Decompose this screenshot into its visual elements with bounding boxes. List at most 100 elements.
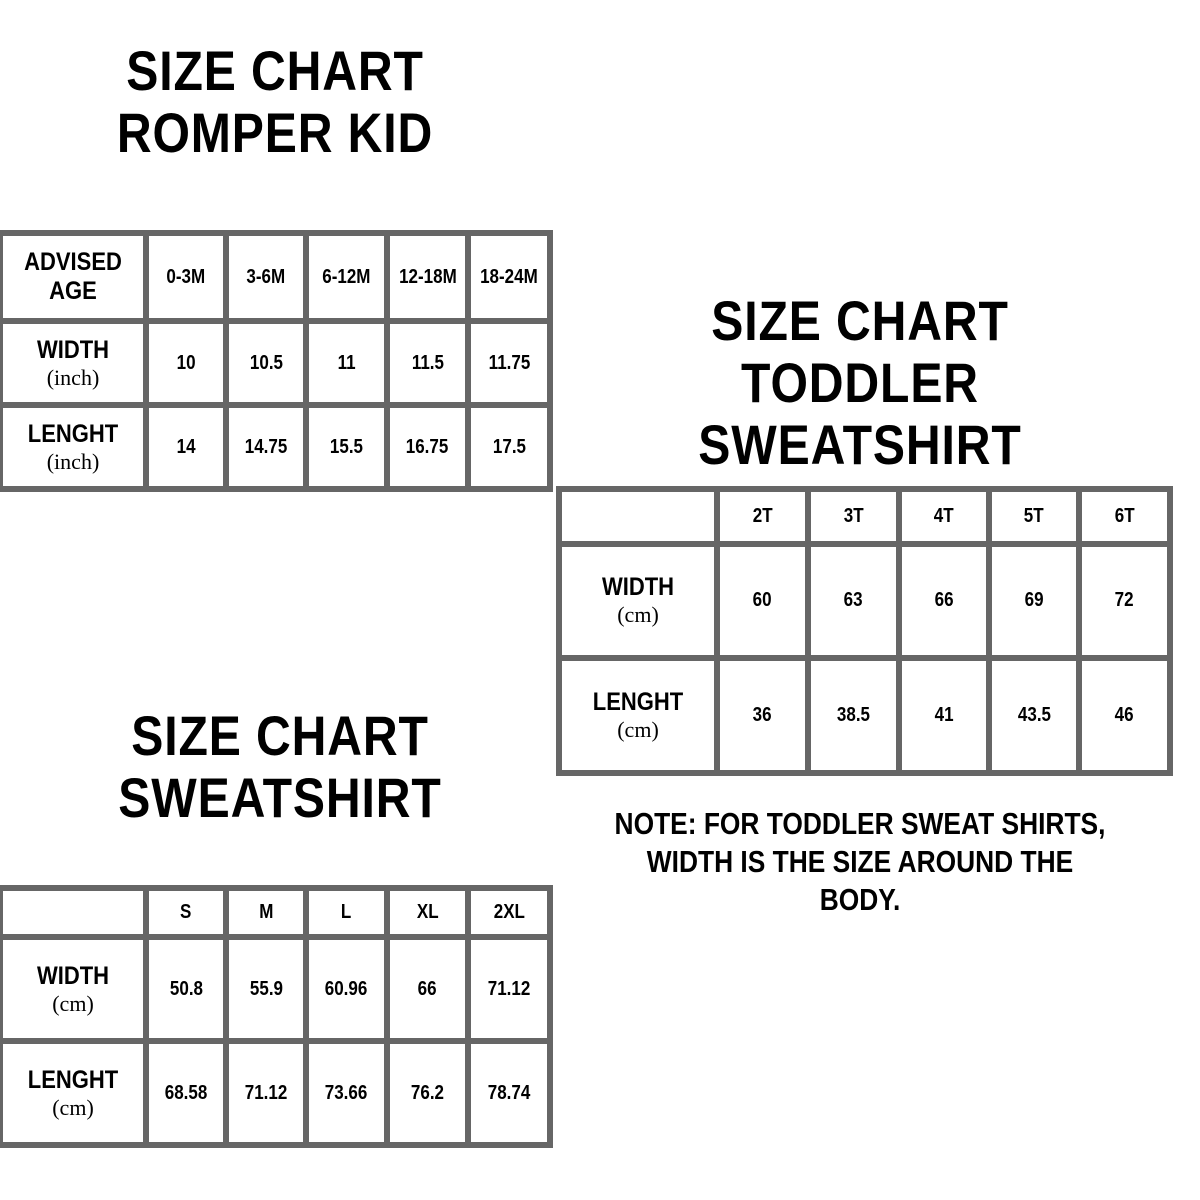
size-label: XL [416, 901, 439, 924]
toddler-title: SIZE CHART TODDLER SWEATSHIRT [560, 290, 1160, 476]
value: 50.8 [169, 977, 203, 1000]
value-cell: 78.74 [465, 1038, 553, 1148]
row-unit: (inch) [46, 364, 100, 390]
value: 36 [753, 704, 772, 727]
row-label-cell: WIDTH (inch) [0, 318, 149, 409]
value-cell: 60 [714, 540, 811, 662]
size-label: 12-18M [398, 265, 457, 288]
header-row: ADVISED AGE 0-3M 3-6M 6-12M 12-18M 18-24M [0, 229, 553, 325]
toddler-size-table: 2T 3T 4T 5T 6T WIDTH (cm) 60 63 66 69 72 LENGHT (cm) 3… [556, 486, 1173, 776]
header-label-cell [0, 884, 149, 941]
romper-title-line2: ROMPER KID [116, 101, 434, 164]
sweatshirt-size-table: S M L XL 2XL WIDTH (cm) 50.8 55.9 60.96 66 71.12 LEN… [0, 884, 553, 1148]
row-unit: (inch) [46, 448, 100, 474]
value: 11 [337, 351, 356, 374]
value-cell: 11.75 [465, 318, 553, 409]
row-label: WIDTH [36, 961, 110, 990]
value-cell: 38.5 [805, 655, 902, 776]
toddler-title-line1: SIZE CHART [711, 289, 1009, 352]
header-row: S M L XL 2XL [0, 884, 553, 941]
row-unit: (cm) [52, 990, 94, 1016]
value: 76.2 [410, 1081, 445, 1104]
romper-title-line1: SIZE CHART [126, 39, 424, 102]
value: 72 [1115, 589, 1134, 612]
value: 14 [176, 435, 196, 458]
row-label-cell: LENGHT (cm) [0, 1038, 149, 1148]
toddler-title-line2: TODDLER SWEATSHIRT [698, 351, 1022, 476]
value-cell: 63 [805, 540, 902, 662]
romper-title: SIZE CHART ROMPER KID [0, 40, 550, 164]
sweatshirt-title-line1: SIZE CHART [131, 704, 429, 767]
row-unit: (cm) [617, 717, 659, 743]
value: 60.96 [325, 977, 368, 1000]
size-label: 3T [843, 504, 864, 527]
header-label-cell [556, 486, 720, 547]
value: 11.75 [488, 351, 530, 374]
header-row: 2T 3T 4T 5T 6T [556, 486, 1173, 547]
size-header-cell: 0-3M [143, 229, 229, 325]
row-label: WIDTH [601, 573, 675, 602]
size-label: 3-6M [246, 265, 286, 288]
value: 73.66 [325, 1081, 368, 1104]
size-label: 2T [752, 504, 773, 527]
value: 60 [753, 589, 772, 612]
header-label-cell: ADVISED AGE [0, 229, 149, 325]
row-label-cell: LENGHT (cm) [556, 655, 720, 776]
value: 15.5 [329, 435, 364, 458]
size-header-cell: XL [384, 884, 471, 941]
size-header-cell: M [223, 884, 309, 941]
table-row: WIDTH (inch) 10 10.5 11 11.5 11.75 [0, 318, 553, 409]
table-row: WIDTH (cm) 50.8 55.9 60.96 66 71.12 [0, 934, 553, 1045]
row-label-cell: WIDTH (cm) [556, 540, 720, 662]
value: 14.75 [244, 435, 288, 458]
value: 38.5 [836, 704, 871, 727]
size-header-cell: 2T [714, 486, 811, 547]
romper-size-table: ADVISED AGE 0-3M 3-6M 6-12M 12-18M 18-24M WIDT… [0, 229, 553, 492]
row-label: WIDTH [36, 335, 110, 364]
row-label-cell: LENGHT (inch) [0, 402, 149, 492]
value: 43.5 [1017, 704, 1051, 727]
value-cell: 17.5 [465, 402, 553, 492]
value: 10 [176, 351, 196, 374]
size-label: M [258, 901, 274, 924]
size-header-cell: 5T [986, 486, 1082, 547]
value-cell: 10 [143, 318, 229, 409]
value: 78.74 [487, 1081, 531, 1104]
table-row: LENGHT (cm) 36 38.5 41 43.5 46 [556, 655, 1173, 776]
value: 71.12 [244, 1081, 288, 1104]
header-label: ADVISED AGE [24, 248, 122, 306]
table-row: LENGHT (cm) 68.58 71.12 73.66 76.2 78.74 [0, 1038, 553, 1148]
size-header-cell: 18-24M [465, 229, 553, 325]
size-label: 0-3M [166, 265, 206, 288]
size-label: 2XL [493, 901, 525, 924]
note-line1: NOTE: FOR TODDLER SWEAT SHIRTS, [614, 806, 1106, 841]
row-label: LENGHT [27, 1065, 119, 1094]
size-header-cell: 12-18M [384, 229, 471, 325]
row-unit: (cm) [617, 602, 659, 628]
toddler-note: NOTE: FOR TODDLER SWEAT SHIRTS, WIDTH IS… [560, 805, 1160, 919]
value-cell: 15.5 [303, 402, 390, 492]
value-cell: 16.75 [384, 402, 471, 492]
value: 69 [1024, 589, 1044, 612]
size-header-cell: 3-6M [223, 229, 309, 325]
value-cell: 55.9 [223, 934, 309, 1045]
value: 63 [844, 589, 863, 612]
size-header-cell: 3T [805, 486, 902, 547]
value-cell: 11 [303, 318, 390, 409]
sweatshirt-title-line2: SWEATSHIRT [118, 766, 442, 829]
value: 17.5 [492, 435, 526, 458]
value-cell: 14 [143, 402, 229, 492]
size-header-cell: S [143, 884, 229, 941]
size-header-cell: 4T [896, 486, 992, 547]
size-label: 6T [1114, 504, 1135, 527]
value-cell: 10.5 [223, 318, 309, 409]
value: 71.12 [487, 977, 531, 1000]
value-cell: 69 [986, 540, 1082, 662]
size-label: 4T [934, 504, 954, 527]
value: 66 [934, 589, 954, 612]
value-cell: 41 [896, 655, 992, 776]
value: 11.5 [411, 351, 444, 374]
size-header-cell: 6T [1076, 486, 1173, 547]
value-cell: 50.8 [143, 934, 229, 1045]
value-cell: 14.75 [223, 402, 309, 492]
